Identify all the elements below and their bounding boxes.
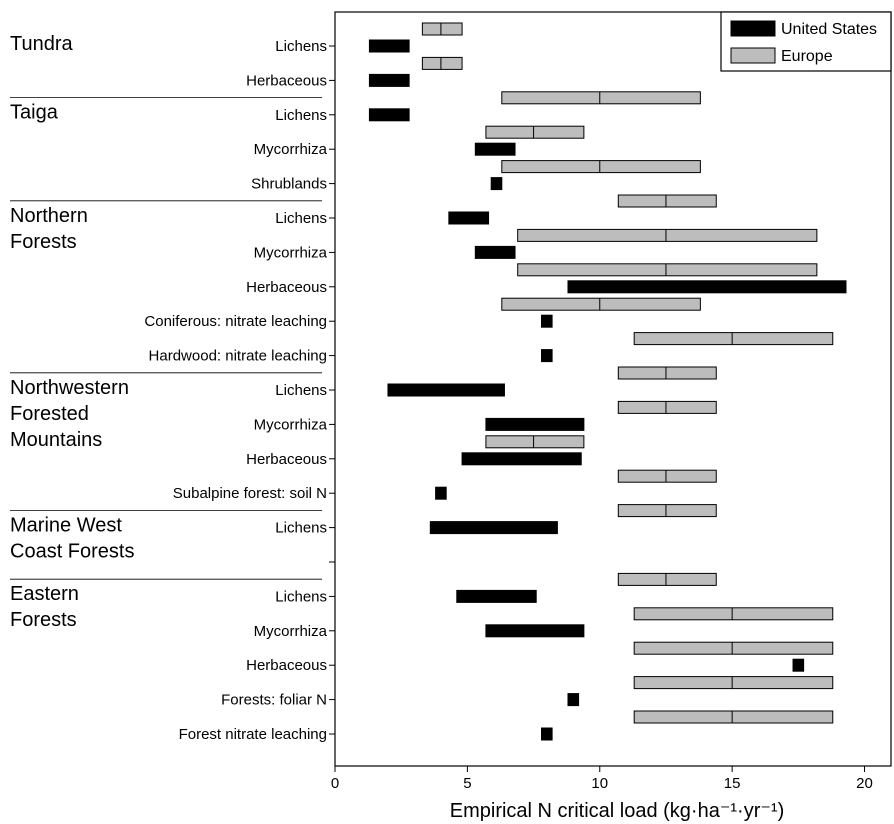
category-label: Herbaceous	[246, 279, 327, 296]
bar-europe	[421, 22, 463, 36]
bar-us	[567, 280, 847, 294]
region-label: Taiga	[10, 102, 59, 124]
bar-europe	[617, 366, 717, 380]
category-label: Lichens	[275, 210, 327, 227]
category-label: Lichens	[275, 107, 327, 124]
bar-us	[368, 73, 410, 87]
bar-europe	[517, 263, 818, 277]
plot-frame	[334, 11, 892, 767]
bar-europe	[501, 297, 701, 311]
bar-europe	[517, 228, 818, 242]
bar-europe	[617, 194, 717, 208]
legend: United States Europe	[720, 11, 892, 72]
category-label: Coniferous: nitrate leaching	[144, 313, 327, 330]
category-label: Mycorrhiza	[254, 244, 328, 261]
bar-us	[541, 727, 553, 741]
category-label: Mycorrhiza	[254, 141, 328, 158]
region-label-line: Forested	[10, 403, 89, 425]
category-label: Herbaceous	[246, 657, 327, 674]
bar-europe	[633, 641, 834, 655]
category-label: Hardwood: nitrate leaching	[149, 348, 327, 365]
region-label: Tundra	[10, 33, 74, 55]
region-label-line: Mountains	[10, 429, 102, 451]
bar-us	[567, 693, 580, 707]
bar-europe	[633, 710, 834, 724]
region-label-line: Eastern	[10, 583, 79, 605]
category-label: Forests: foliar N	[221, 692, 327, 709]
bar-us	[541, 314, 553, 328]
category-label: Shrublands	[251, 176, 327, 193]
legend-label-us: United States	[781, 21, 877, 38]
bar-europe	[501, 160, 701, 174]
region-label-line: Tundra	[10, 33, 74, 55]
bar-europe	[485, 125, 585, 139]
category-label: Lichens	[275, 588, 327, 605]
bar-us	[368, 108, 410, 122]
bar-us	[541, 349, 553, 363]
bar-us	[474, 245, 516, 259]
bar-us	[456, 589, 537, 603]
bar-us	[792, 658, 805, 672]
x-tick-label: 15	[724, 775, 741, 792]
bar-us	[435, 486, 447, 500]
region-label-line: Marine West	[10, 514, 122, 536]
bar-us	[429, 521, 558, 535]
region-label-line: Coast Forests	[10, 540, 134, 562]
bar-us	[474, 142, 516, 156]
bar-europe	[617, 504, 717, 518]
x-tick-label: 5	[463, 775, 471, 792]
x-axis: 0 5 10 15 20	[329, 45, 873, 792]
category-label: Herbaceous	[246, 451, 327, 468]
bar-us	[461, 452, 582, 466]
region-label: Marine West Coast Forests	[10, 514, 134, 562]
region-labels: Tundra Taiga Northern Forests Northwestern Fo…	[10, 33, 134, 631]
bar-us	[485, 417, 585, 431]
bar-europe	[617, 572, 717, 586]
bar-us	[387, 383, 505, 397]
bar-europe	[617, 400, 717, 414]
category-labels: Lichens Herbaceous Lichens Mycorrhiza Shrubl…	[144, 38, 327, 743]
bar-europe	[421, 56, 463, 70]
region-label: Eastern Forests	[10, 583, 79, 631]
bars	[368, 22, 847, 741]
region-label-line: Northern	[10, 205, 88, 227]
legend-label-europe: Europe	[781, 48, 833, 65]
bar-europe	[485, 435, 585, 449]
region-label: Northern Forests	[10, 205, 88, 253]
category-label: Mycorrhiza	[254, 416, 328, 433]
category-label: Subalpine forest: soil N	[173, 485, 327, 502]
category-label: Lichens	[275, 520, 327, 537]
bar-europe	[633, 676, 834, 690]
region-dividers	[10, 97, 322, 580]
bar-us	[448, 211, 490, 225]
bar-europe	[617, 469, 717, 483]
legend-swatch-europe	[730, 47, 776, 64]
x-tick-label: 20	[856, 775, 873, 792]
region-label-line: Forests	[10, 231, 77, 253]
category-label: Lichens	[275, 382, 327, 399]
x-tick-label: 0	[331, 775, 339, 792]
bar-europe	[633, 332, 834, 346]
bar-us	[490, 177, 503, 191]
x-tick-label: 10	[591, 775, 608, 792]
category-label: Herbaceous	[246, 72, 327, 89]
region-label-line: Northwestern	[10, 377, 129, 399]
region-label-line: Taiga	[10, 102, 59, 124]
region-label-line: Forests	[10, 609, 77, 631]
category-label: Mycorrhiza	[254, 623, 328, 640]
bar-us	[485, 624, 585, 638]
region-label: Northwestern Forested Mountains	[10, 377, 129, 451]
bar-us	[368, 39, 410, 53]
category-label: Forest nitrate leaching	[179, 726, 327, 743]
bar-europe	[633, 607, 834, 621]
x-axis-label: Empirical N critical load (kg·ha⁻¹·yr⁻¹)	[450, 800, 785, 822]
category-label: Lichens	[275, 38, 327, 55]
legend-swatch-us	[730, 20, 776, 37]
bar-europe	[501, 91, 701, 105]
